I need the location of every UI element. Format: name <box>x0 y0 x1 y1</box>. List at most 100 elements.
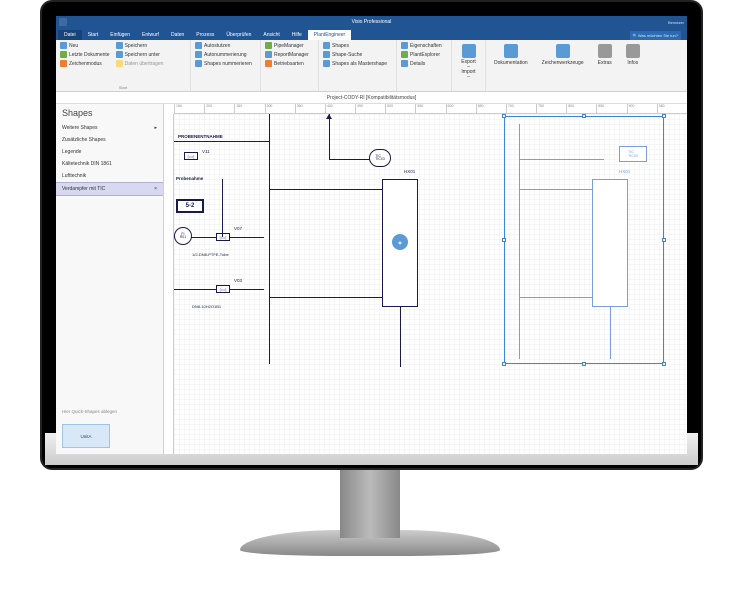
app-title: Visio Professional <box>352 19 392 25</box>
search-placeholder: Was möchten Sie tun? <box>638 33 678 38</box>
btn-speichern[interactable]: Speichern <box>116 42 164 49</box>
shapes-list: Weitere Shapes▸ Zusätzliche Shapes Legen… <box>56 122 163 405</box>
document-title: Project-CODY-RI [Kompatibilitätsmodus] <box>327 95 417 101</box>
pipe-icon <box>265 42 272 49</box>
tab-file[interactable]: Datei <box>58 30 82 40</box>
extras-icon <box>598 44 612 58</box>
instrument-fr01[interactable]: FI R01 <box>174 227 192 245</box>
valve-v03[interactable]: ▷◁ <box>216 285 230 293</box>
btn-zeichenmodus[interactable]: Zeichenmodus <box>60 60 110 67</box>
label-v11: V11 <box>202 149 210 154</box>
shapes-item-legende[interactable]: Legende <box>56 146 163 158</box>
btn-shape-suche[interactable]: Shape-Suche <box>323 51 392 58</box>
props-icon <box>401 42 408 49</box>
btn-betriebsarten[interactable]: Betriebsarten <box>265 60 314 67</box>
ruler-horizontal: 1502002503003504004505005506006507007508… <box>174 104 687 114</box>
screen: Visio Professional Benutzer Datei Start … <box>56 16 687 454</box>
tab-einfuegen[interactable]: Einfügen <box>104 30 136 40</box>
btn-extras[interactable]: Extras <box>594 42 616 68</box>
instrument-tic-a[interactable]: TIC TIC03 <box>369 149 391 167</box>
tab-start[interactable]: Start <box>82 30 105 40</box>
shapesearch-icon <box>323 51 330 58</box>
shapes-item-kaeltetechnik[interactable]: Kältetechnik DIN 1861 <box>56 158 163 170</box>
btn-letzte-dokumente[interactable]: Letzte Dokumente <box>60 51 110 58</box>
saveas-icon <box>116 51 123 58</box>
canvas-wrap: 1502002503003504004505005506006507007508… <box>164 104 687 454</box>
app-icon <box>59 18 67 26</box>
btn-reportmanager[interactable]: ReportManager <box>265 51 314 58</box>
label-v07: V07 <box>234 226 242 231</box>
label-probenentnahme: PROBENENTNAHME <box>178 134 223 139</box>
btn-shapes[interactable]: Shapes <box>323 42 392 49</box>
tab-ueberpruefen[interactable]: Überprüfen <box>220 30 257 40</box>
shapes-panel-title: Shapes <box>56 104 163 122</box>
workarea: Shapes Weitere Shapes▸ Zusätzliche Shape… <box>56 104 687 454</box>
btn-infos[interactable]: Infos <box>622 42 644 68</box>
btn-pipemanager[interactable]: PipeManager <box>265 42 314 49</box>
quick-shape-unita[interactable]: UnitA <box>62 424 110 448</box>
vessel-hx01-b[interactable] <box>592 179 628 307</box>
doc-icon <box>504 44 518 58</box>
valve-v07[interactable]: ▷◁ <box>216 233 230 241</box>
account-label: Benutzer <box>668 20 684 25</box>
ribbon-tabs: Datei Start Einfügen Entwurf Daten Proze… <box>56 28 687 40</box>
btn-shapes-nummerieren[interactable]: Shapes nummerieren <box>195 60 256 67</box>
tab-daten[interactable]: Daten <box>165 30 190 40</box>
btn-neu[interactable]: Neu <box>60 42 110 49</box>
title-bar: Visio Professional Benutzer <box>56 16 687 28</box>
btn-dokumentation[interactable]: Dokumentation <box>490 42 532 68</box>
tab-plantengineer[interactable]: PlantEngineer <box>308 30 351 40</box>
mastershape-icon <box>323 60 330 67</box>
instrument-tic-b[interactable]: TIC TIC03 <box>619 146 647 162</box>
tab-prozess[interactable]: Prozess <box>190 30 220 40</box>
btn-export-import[interactable]: Export – Import – <box>456 42 481 82</box>
tab-ansicht[interactable]: Ansicht <box>257 30 285 40</box>
document-title-bar: Project-CODY-RI [Kompatibilitätsmodus] <box>56 92 687 104</box>
close-icon[interactable]: × <box>154 186 157 192</box>
shapes-item-lufttechnik[interactable]: Lufttechnik <box>56 170 163 182</box>
shapes-item-weitere[interactable]: Weitere Shapes▸ <box>56 122 163 134</box>
transfer-icon <box>116 60 123 67</box>
shapes-icon <box>323 42 330 49</box>
btn-details[interactable]: Details <box>401 60 447 67</box>
group-label-start: Start <box>56 85 190 90</box>
btn-autostutzen[interactable]: Autostutzen <box>195 42 256 49</box>
recent-icon <box>60 51 67 58</box>
infos-icon <box>626 44 640 58</box>
monitor-frame: Visio Professional Benutzer Datei Start … <box>40 0 703 470</box>
ribbon-panel: Neu Letzte Dokumente Zeichenmodus Speich… <box>56 40 687 92</box>
valve-v11[interactable]: ▷◁ <box>184 152 198 160</box>
shapes-panel: Shapes Weitere Shapes▸ Zusätzliche Shape… <box>56 104 164 454</box>
monitor-stand-neck <box>340 468 400 538</box>
btn-shapes-mastershape[interactable]: Shapes als Mastershape <box>323 60 392 67</box>
chevron-right-icon: ▸ <box>154 125 157 131</box>
btn-autonummerierung[interactable]: Autonummerierung <box>195 51 256 58</box>
drawmode-icon <box>60 60 67 67</box>
report-icon <box>265 51 272 58</box>
drawing-canvas[interactable]: PROBENENTNAHME ▷◁ V11 Probenahme 5-2 FI … <box>174 114 687 454</box>
btn-daten-uebertragen[interactable]: Daten übertragen <box>116 60 164 67</box>
quick-shapes-hint: Hier Quick-Shapes ablegen <box>56 405 163 418</box>
details-icon <box>401 60 408 67</box>
label-v03: V03 <box>234 278 242 283</box>
tag-5-2[interactable]: 5-2 <box>176 199 204 213</box>
shapes-item-verdampfer[interactable]: Verdampfer mit TIC× <box>56 182 163 196</box>
label-pipe1: 1/2-DN8-PTFE-Tube <box>192 252 229 257</box>
shapes-item-zusaetzliche[interactable]: Zusätzliche Shapes <box>56 134 163 146</box>
btn-eigenschaften[interactable]: Eigenschaften <box>401 42 447 49</box>
indicator-dot: ◉ <box>392 234 408 250</box>
explorer-icon <box>401 51 408 58</box>
mode-icon <box>265 60 272 67</box>
ruler-vertical <box>164 114 174 454</box>
exportimport-icon <box>462 44 476 58</box>
tell-me-search[interactable]: 🔍 Was möchten Sie tun? <box>630 31 681 40</box>
drawtools-icon <box>556 44 570 58</box>
save-icon <box>116 42 123 49</box>
btn-speichern-unter[interactable]: Speichern unter <box>116 51 164 58</box>
new-icon <box>60 42 67 49</box>
label-pipe2: DN8-10H2O1B1 <box>192 304 221 309</box>
btn-plantexplorer[interactable]: PlantExplorer <box>401 51 447 58</box>
btn-zeichenwerkzeuge[interactable]: Zeichenwerkzeuge <box>538 42 588 68</box>
tab-hilfe[interactable]: Hilfe <box>286 30 308 40</box>
tab-entwurf[interactable]: Entwurf <box>136 30 165 40</box>
